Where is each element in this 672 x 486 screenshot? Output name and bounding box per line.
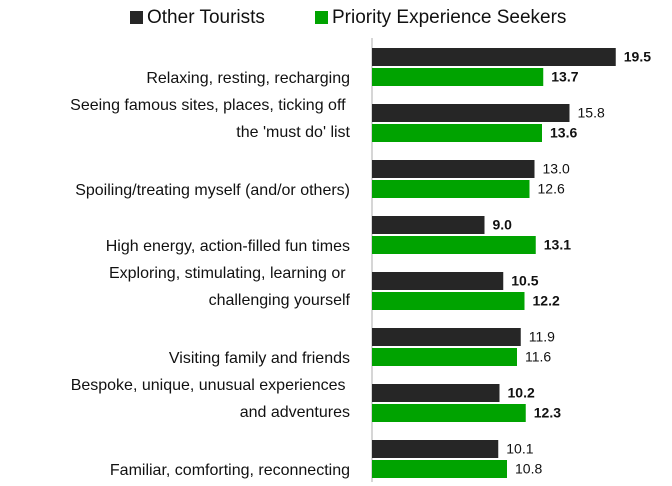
bar xyxy=(372,180,530,198)
category-label: High energy, action-filled fun times xyxy=(106,238,350,255)
category-label: Relaxing, resting, recharging xyxy=(146,70,350,87)
bar xyxy=(372,292,525,310)
category-label: Bespoke, unique, unusual experiences and… xyxy=(71,377,350,421)
bar xyxy=(372,68,544,86)
value-label: 11.9 xyxy=(529,329,555,345)
bar xyxy=(372,460,507,478)
value-label: 10.2 xyxy=(508,385,535,401)
value-label: 13.7 xyxy=(551,69,578,85)
bar xyxy=(372,404,526,422)
value-label: 13.6 xyxy=(550,125,577,141)
value-label: 12.2 xyxy=(533,293,560,309)
category-label: Exploring, stimulating, learning or chal… xyxy=(109,265,351,309)
value-label: 13.0 xyxy=(543,161,570,177)
legend-label: Other Tourists xyxy=(147,7,265,28)
value-label: 12.6 xyxy=(538,181,565,197)
value-label: 9.0 xyxy=(493,217,513,233)
bar xyxy=(372,124,542,142)
legend-swatch xyxy=(315,11,328,24)
category-label: Visiting family and friends xyxy=(169,350,350,367)
bar xyxy=(372,104,570,122)
legend-swatch xyxy=(130,11,143,24)
value-label: 13.1 xyxy=(544,237,571,253)
bar xyxy=(372,48,616,66)
value-label: 12.3 xyxy=(534,405,561,421)
bar xyxy=(372,272,504,290)
category-label: Familiar, comforting, reconnecting xyxy=(110,462,350,479)
value-label: 19.5 xyxy=(624,49,651,65)
bar xyxy=(372,236,536,254)
bar xyxy=(372,440,499,458)
category-label: Spoiling/treating myself (and/or others) xyxy=(75,182,350,199)
category-label: Seeing famous sites, places, ticking off… xyxy=(70,97,350,141)
value-label: 11.6 xyxy=(525,349,551,365)
legend-label: Priority Experience Seekers xyxy=(332,7,566,28)
bar xyxy=(372,384,500,402)
bar xyxy=(372,160,535,178)
bar xyxy=(372,348,517,366)
value-label: 10.8 xyxy=(515,461,542,477)
bar xyxy=(372,328,521,346)
value-label: 10.1 xyxy=(506,441,533,457)
value-label: 15.8 xyxy=(578,105,605,121)
bar xyxy=(372,216,485,234)
value-label: 10.5 xyxy=(511,273,538,289)
